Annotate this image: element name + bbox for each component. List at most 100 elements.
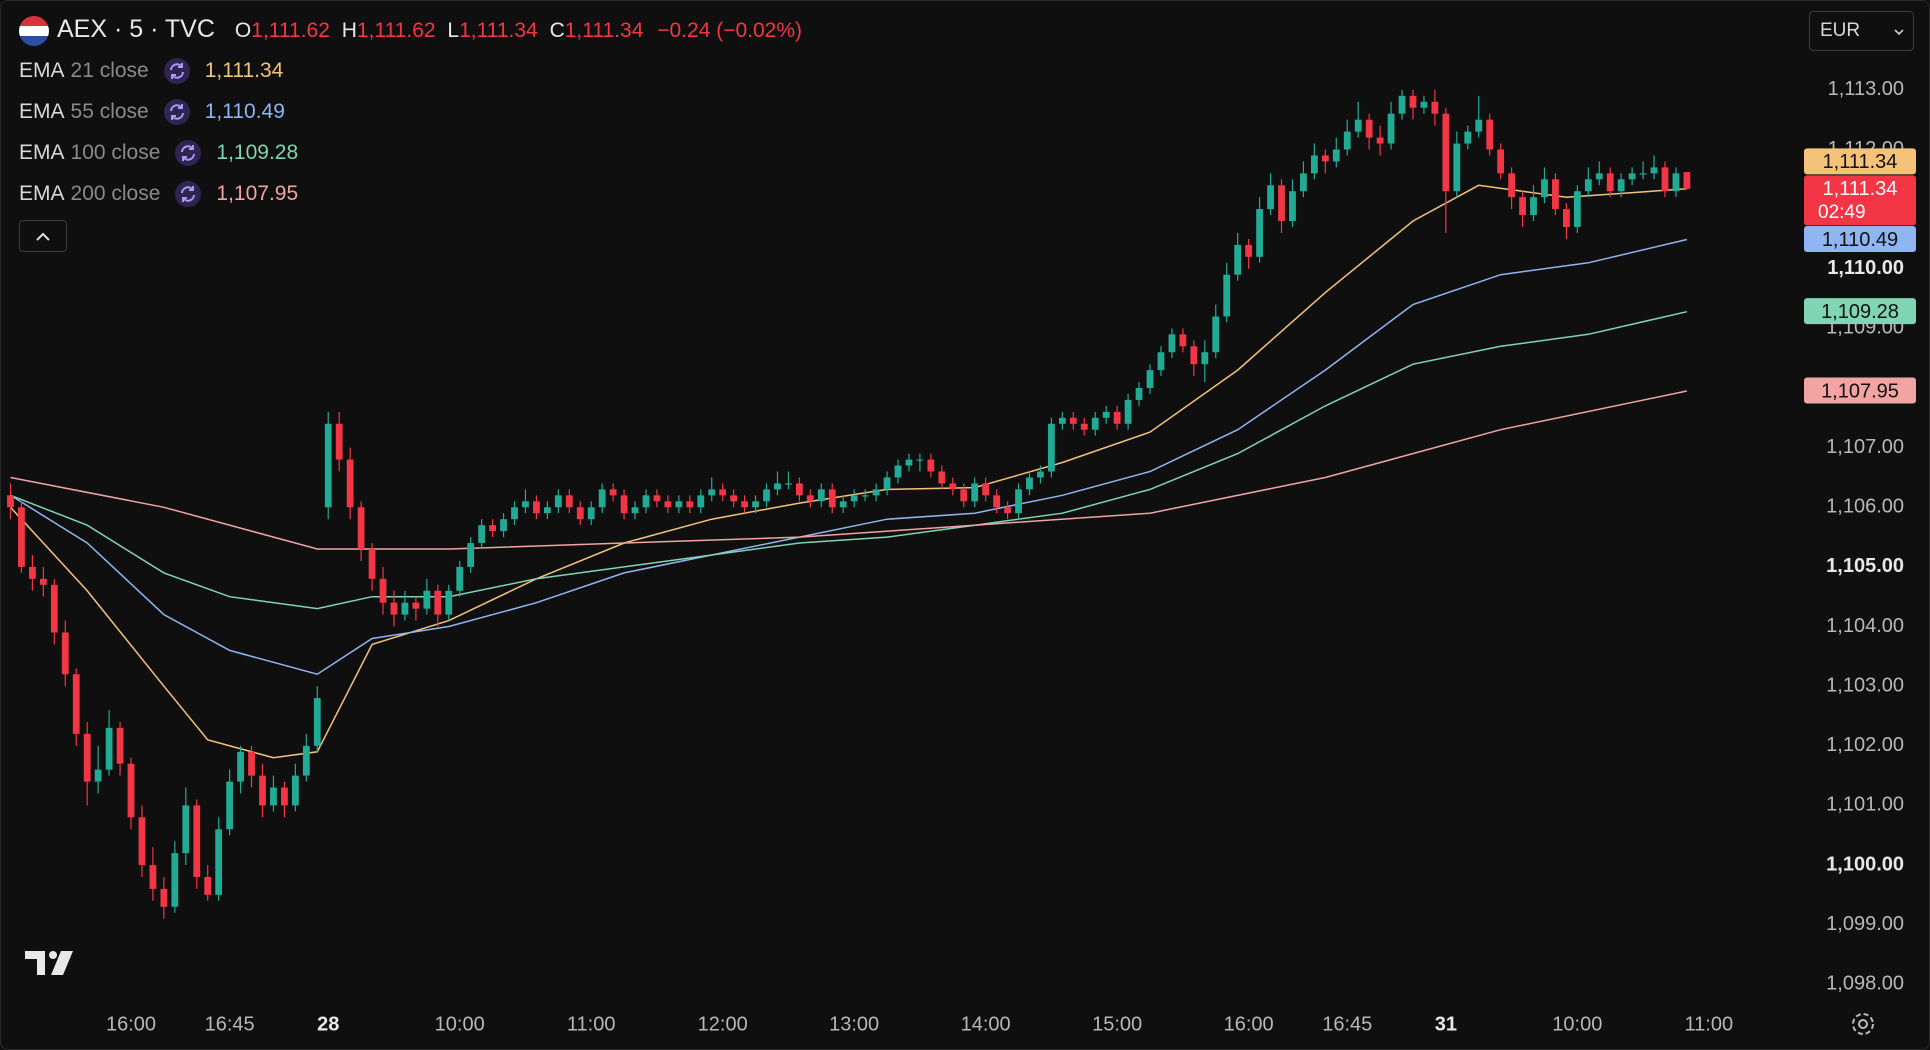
y-tick-label: 1,104.00 — [1826, 615, 1904, 637]
candle-body — [752, 501, 759, 508]
candle-body — [1146, 370, 1154, 389]
candle-body — [839, 501, 847, 508]
refresh-icon[interactable] — [174, 139, 202, 167]
candle-body — [105, 727, 113, 770]
candle-body — [368, 549, 376, 579]
candle-body — [281, 787, 288, 806]
refresh-icon[interactable] — [163, 57, 191, 85]
candle-body — [270, 787, 277, 806]
legend-value: 1,107.95 — [216, 182, 299, 205]
legend-params: 100 close — [70, 141, 161, 164]
currency-select[interactable]: EUR — [1809, 11, 1914, 51]
candle-body — [1650, 167, 1658, 174]
candle-body — [1508, 173, 1515, 198]
x-tick-label: 16:00 — [1224, 1013, 1274, 1035]
ema-badge — [1804, 298, 1916, 325]
refresh-icon[interactable] — [163, 98, 191, 126]
candle-body — [1420, 101, 1428, 108]
candle-body — [18, 507, 25, 567]
candle-body — [774, 483, 781, 490]
candle-body — [565, 495, 573, 508]
y-tick-label: 1,113.00 — [1828, 78, 1904, 100]
candle-body — [226, 781, 234, 830]
candle-body — [1628, 173, 1636, 180]
candle-body — [609, 489, 617, 496]
candle-body — [1245, 244, 1253, 257]
candle-body — [971, 483, 979, 502]
candle-body — [697, 495, 705, 508]
candle-body — [1573, 191, 1581, 228]
indicator-layer — [9, 184, 1688, 759]
candle-body — [379, 578, 387, 603]
candle-body — [1497, 149, 1505, 174]
candle-body — [1584, 179, 1592, 192]
settings-icon[interactable] — [1852, 1013, 1874, 1035]
countdown-label: 02:49 — [1818, 202, 1866, 223]
x-tick-label: 12:00 — [698, 1013, 748, 1035]
last-price-badge — [1804, 175, 1916, 226]
symbol[interactable]: AEX · 5 · TVC — [57, 15, 215, 43]
candle-body — [1113, 411, 1121, 424]
candle-body — [1431, 101, 1439, 114]
y-tick-label: 1,098.00 — [1826, 973, 1904, 995]
candle-body — [708, 489, 716, 496]
candle-body — [50, 584, 58, 633]
ema-badge-label: 1,110.49 — [1822, 229, 1898, 251]
x-tick-label: 16:45 — [205, 1013, 255, 1035]
legend-row: EMA 55 close 1,110.49 — [19, 97, 285, 127]
candle-body — [554, 495, 562, 508]
candle-body — [1398, 95, 1406, 114]
high-value: 1,111.62 — [356, 19, 436, 42]
x-tick-label: 10:00 — [1552, 1013, 1602, 1035]
ema-line — [10, 390, 1688, 550]
legend-value: 1,110.49 — [204, 100, 285, 123]
candle-body — [456, 566, 464, 591]
candle-body — [1672, 173, 1680, 192]
candle-layer — [7, 89, 1691, 919]
last-price-label: 1,111.34 — [1823, 178, 1898, 200]
candle-body — [938, 471, 946, 484]
candle-body — [1562, 209, 1570, 228]
refresh-icon[interactable] — [174, 180, 202, 208]
ema-badge — [1804, 377, 1916, 404]
candle-body — [1354, 119, 1362, 132]
candle-body — [248, 751, 255, 776]
candle-body — [423, 590, 431, 609]
candle-body — [1376, 137, 1384, 144]
candle-body — [719, 489, 727, 496]
candle-body — [204, 876, 212, 895]
candle-body — [160, 888, 168, 907]
x-tick-label: 11:00 — [567, 1013, 616, 1035]
candle-body — [193, 805, 201, 877]
candle-body — [1300, 173, 1307, 192]
candle-body — [401, 602, 409, 615]
legend-row: EMA 100 close 1,109.28 — [19, 138, 298, 168]
candle-body — [335, 423, 343, 460]
candle-body — [1091, 417, 1099, 430]
candle-body — [598, 489, 606, 508]
candle-body — [171, 853, 179, 907]
candle-body — [1256, 209, 1263, 257]
y-tick-label: 1,107.00 — [1826, 436, 1904, 458]
candle-body — [543, 507, 551, 514]
candle-body — [1026, 477, 1033, 490]
candle-body — [1212, 316, 1220, 353]
candle-body — [511, 507, 518, 520]
candle-body — [828, 489, 836, 508]
collapse-button[interactable] — [19, 220, 67, 252]
candle-body — [795, 483, 803, 496]
candle-body — [346, 459, 354, 508]
candle-body — [1541, 179, 1548, 198]
candle-body — [1639, 173, 1647, 175]
candle-body — [313, 698, 321, 746]
candle-body — [785, 483, 792, 485]
candle-body — [1048, 423, 1055, 472]
ema-badge-label: 1,109.28 — [1821, 301, 1899, 323]
candle-body — [1069, 417, 1077, 424]
legend-params: 21 close — [70, 59, 149, 82]
candle-body — [806, 495, 814, 502]
candle-body — [960, 489, 968, 502]
legend-value: 1,111.34 — [204, 59, 284, 82]
candle-body — [861, 495, 869, 497]
candle-body — [215, 829, 223, 895]
